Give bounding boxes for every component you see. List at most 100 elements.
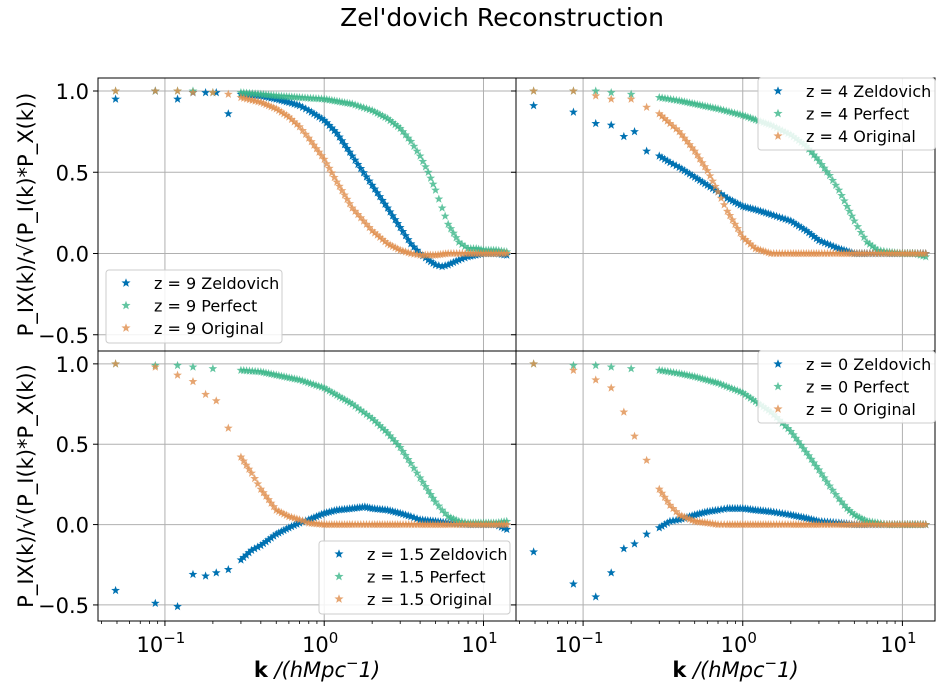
data-point [383,203,392,212]
data-point [697,508,707,517]
data-point [398,446,408,456]
x-tick-label: 101 [880,629,916,657]
data-point [259,488,268,497]
data-point [342,396,352,405]
data-point [406,511,416,521]
data-point [269,103,279,112]
data-point [301,104,311,113]
data-point [223,423,233,432]
data-point [443,260,453,269]
data-point [322,384,332,394]
data-point [412,514,422,523]
data-point [619,544,629,553]
data-point [301,517,311,526]
data-point [852,511,862,520]
x-axis-label: k /(hMpc−1) [254,654,380,682]
data-point [860,515,869,524]
data-point [111,94,120,103]
data-point [418,477,428,486]
data-point [223,564,233,574]
data-point [834,494,844,503]
legend-marker [121,278,131,287]
data-point [569,107,578,116]
data-point [687,170,697,180]
data-point [845,506,854,515]
data-point [735,387,745,396]
data-point [687,511,697,520]
data-point [845,206,854,215]
data-point [692,150,702,159]
data-point [705,506,715,516]
data-point [690,172,700,181]
data-point [319,154,329,163]
data-point [857,514,867,523]
data-point [322,508,332,517]
data-point [393,244,403,253]
data-point [250,473,260,483]
data-point [362,219,371,228]
data-point [395,222,405,232]
data-point [440,261,450,270]
data-point [716,189,726,198]
data-point [241,550,251,559]
data-point [849,510,859,519]
data-point [716,193,726,202]
legend-marker [773,359,783,368]
data-point [337,136,347,145]
data-point [259,98,268,108]
data-point [345,147,355,156]
data-point [111,585,120,595]
data-point [674,127,684,136]
data-point [298,125,307,135]
data-point [921,252,931,261]
data-point [356,163,366,173]
legend: z = 0 Zeldovich z = 0 Perfect z = 0 Origin… [757,350,936,424]
data-point [460,241,470,251]
legend: z = 1.5 Zeldovich z = 1.5 Perfect z = 1.5 … [318,540,511,615]
data-point [401,130,410,139]
x-tick-label: 101 [461,629,497,657]
data-point [626,89,636,98]
data-point [828,175,838,185]
data-point [454,237,464,246]
series-perfect [111,359,512,527]
data-point [746,393,755,402]
data-point [440,508,450,518]
data-point [814,156,824,165]
data-point [287,114,296,124]
data-point [281,110,291,120]
data-point [721,381,731,391]
legend-label: z = 1.5 Original [367,590,492,609]
data-point [298,102,307,111]
data-point [388,117,398,127]
data-point [460,253,470,262]
data-point [791,433,801,443]
legend-box [318,540,511,615]
data-point [347,203,357,212]
data-point [862,237,872,246]
y-tick-label: −0.5 [38,324,89,348]
legend-label: z = 0 Perfect [806,378,909,397]
legend-label: z = 9 Zeldovich [154,274,279,293]
data-point [188,569,198,579]
data-point [350,206,360,215]
data-point [412,468,422,477]
data-point [403,133,413,142]
data-point [375,109,385,119]
data-point [269,502,279,511]
data-point [780,421,790,430]
data-point [870,243,880,252]
data-point [211,396,221,405]
data-point [380,199,390,208]
data-point [801,226,811,235]
data-point [380,425,390,435]
legend-marker [773,131,783,140]
data-point [654,109,664,118]
data-point [247,545,256,555]
data-point [705,171,715,180]
data-point [682,167,692,176]
data-point [817,237,827,246]
data-point [719,380,728,390]
data-point [680,512,689,521]
y-tick-label: −0.5 [38,594,89,618]
